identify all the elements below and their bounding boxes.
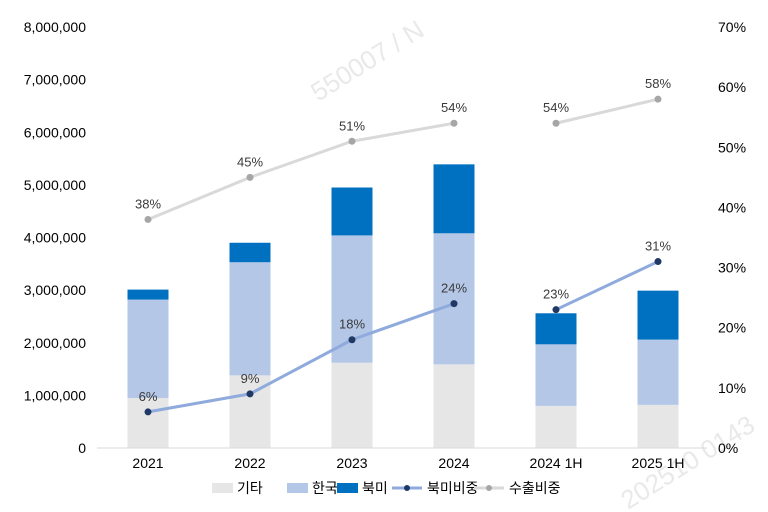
point-북미비중	[450, 300, 458, 308]
point-수출비중	[348, 137, 356, 145]
line-북미비중	[555, 260, 659, 312]
data-label-수출비중: 58%	[645, 76, 671, 91]
point-수출비중	[552, 119, 560, 127]
bar-segment-한국	[229, 262, 271, 376]
bar-segment-북미	[637, 290, 679, 340]
bar-segment-북미	[535, 313, 577, 345]
category-label: 2022	[234, 455, 265, 471]
data-label-수출비중: 54%	[543, 100, 569, 115]
left-axis-tick-label: 5,000,000	[24, 177, 86, 193]
line-북미비중	[147, 302, 455, 414]
left-axis-tick-label: 7,000,000	[24, 72, 86, 88]
point-수출비중	[246, 173, 254, 181]
legend-label: 한국	[312, 480, 338, 496]
point-북미비중	[348, 336, 356, 344]
left-axis-tick-label: 6,000,000	[24, 124, 86, 140]
data-label-북미비중: 6%	[139, 389, 158, 404]
bar-segment-북미	[229, 242, 271, 263]
right-axis-tick-label: 20%	[718, 320, 746, 336]
point-수출비중	[654, 95, 662, 103]
data-label-수출비중: 45%	[237, 154, 263, 169]
data-label-북미비중: 24%	[441, 281, 467, 296]
data-label-북미비중: 9%	[241, 371, 260, 386]
category-label: 2024	[438, 455, 469, 471]
data-label-수출비중: 51%	[339, 118, 365, 133]
bar-segment-한국	[535, 344, 577, 406]
category-label: 2025 1H	[632, 455, 685, 471]
data-label-북미비중: 31%	[645, 239, 671, 254]
left-axis-tick-label: 3,000,000	[24, 282, 86, 298]
category-labels: 2021 2022 2023 2024 2024 1H 2025 1H	[132, 455, 684, 471]
category-label: 2021	[132, 455, 163, 471]
legend-swatch	[287, 483, 308, 493]
point-수출비중	[144, 215, 152, 223]
left-axis-tick-label: 8,000,000	[24, 19, 86, 35]
bar-segment-북미	[331, 187, 373, 236]
left-axis: 0 1,000,000 2,000,000 3,000,000 4,000,000 5,0…	[24, 19, 87, 456]
left-axis-tick-label: 1,000,000	[24, 387, 86, 403]
legend-label: 기타	[237, 480, 263, 496]
line-수출비중	[147, 121, 455, 221]
bar-series	[127, 164, 679, 448]
left-axis-tick-label: 0	[78, 440, 86, 456]
legend: 기타 한국 북미 북미비중 수출비중	[212, 480, 561, 496]
legend-swatch	[337, 483, 358, 493]
right-axis-tick-label: 50%	[718, 139, 746, 155]
point-북미비중	[246, 390, 254, 398]
right-axis-tick-label: 0%	[718, 440, 738, 456]
bar-segment-기타	[637, 404, 679, 448]
line-수출비중	[555, 97, 659, 125]
right-axis-tick-label: 30%	[718, 260, 746, 276]
category-label: 2024 1H	[530, 455, 583, 471]
point-북미비중	[144, 408, 152, 416]
point-수출비중	[450, 119, 458, 127]
bar-segment-기타	[433, 364, 475, 448]
right-axis-tick-label: 40%	[718, 199, 746, 215]
legend-label: 수출비중	[509, 480, 561, 496]
left-axis-tick-label: 2,000,000	[24, 335, 86, 351]
bar-segment-한국	[331, 235, 373, 363]
point-북미비중	[552, 306, 560, 314]
data-label-수출비중: 38%	[135, 196, 161, 211]
right-axis-tick-label: 10%	[718, 380, 746, 396]
bar-segment-북미	[433, 164, 475, 234]
legend-label: 북미	[362, 480, 388, 496]
data-label-북미비중: 18%	[339, 317, 365, 332]
watermark-layer: 550007 / N 202510 0143	[305, 14, 760, 512]
legend-marker	[486, 485, 492, 491]
right-axis-tick-label: 60%	[718, 79, 746, 95]
category-label: 2023	[336, 455, 367, 471]
right-axis: 0% 10% 20% 30% 40% 50% 60% 70%	[718, 19, 746, 456]
line-series: 6% 9% 18% 24% 23% 31% 38% 45% 51% 54% 54% 58%	[135, 76, 671, 416]
bar-segment-한국	[433, 233, 475, 365]
data-label-북미비중: 23%	[543, 287, 569, 302]
data-label-수출비중: 54%	[441, 100, 467, 115]
left-axis-tick-label: 4,000,000	[24, 230, 86, 246]
legend-swatch	[212, 483, 233, 493]
legend-marker	[404, 485, 410, 491]
legend-label: 북미비중	[427, 480, 479, 496]
right-axis-tick-label: 70%	[718, 19, 746, 35]
bar-segment-북미	[127, 289, 169, 300]
point-북미비중	[654, 258, 662, 266]
bar-segment-기타	[331, 362, 373, 448]
bar-segment-기타	[535, 405, 577, 448]
bar-segment-한국	[637, 339, 679, 405]
bar-segment-한국	[127, 299, 169, 399]
watermark-top: 550007 / N	[305, 14, 429, 107]
bar-segment-기타	[127, 398, 169, 448]
